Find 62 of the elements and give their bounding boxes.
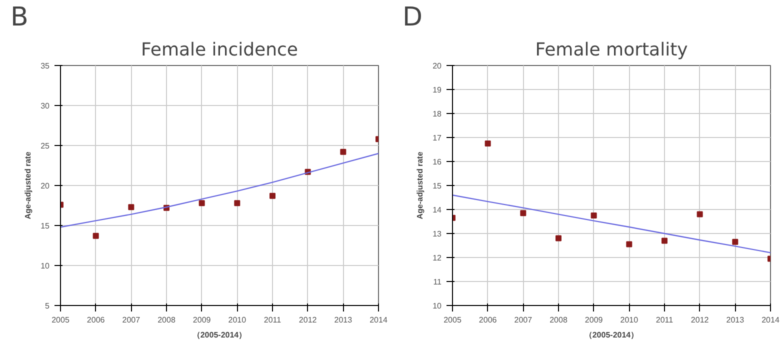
y-tick-label: 25 <box>40 142 50 150</box>
y-tick-label: 13 <box>432 230 442 238</box>
x-tick-label: 2014 <box>370 316 388 324</box>
x-tick-label: 2009 <box>584 316 604 324</box>
y-tick-label: 11 <box>433 278 442 286</box>
y-tick-label: 20 <box>432 62 442 70</box>
x-tick-label: 2005 <box>444 316 462 324</box>
x-tick-label: 2014 <box>762 316 780 324</box>
point <box>340 148 346 155</box>
point <box>128 204 134 210</box>
y-tick-label: 17 <box>432 134 442 142</box>
y-tick-label: 15 <box>40 222 50 230</box>
line-series <box>60 152 378 228</box>
x-tick-label: 2008 <box>158 316 176 324</box>
y-tick-label: 19 <box>432 86 442 94</box>
x-axis-title: （2005-2014） <box>192 330 247 340</box>
point <box>590 212 597 218</box>
chart-title: Female mortality <box>535 40 688 60</box>
point <box>234 200 240 206</box>
point <box>732 238 738 245</box>
y-tick-label: 12 <box>432 254 442 262</box>
x-tick-label: 2007 <box>514 316 533 324</box>
y-tick-label: 10 <box>432 302 442 310</box>
x-tick-label: 2013 <box>334 316 353 324</box>
point <box>696 211 703 218</box>
point <box>520 210 526 216</box>
y-tick-label: 5 <box>45 302 50 310</box>
x-tick-label: 2006 <box>86 316 106 324</box>
point <box>662 238 668 244</box>
x-tick-label: 2007 <box>122 316 141 324</box>
x-tick-label: 2012 <box>298 316 318 324</box>
x-tick-label: 2011 <box>656 316 674 324</box>
y-tick-label: 15 <box>432 182 442 190</box>
x-axis-title: （2005-2014） <box>584 330 639 340</box>
line-series <box>452 194 770 254</box>
text: D <box>402 2 423 32</box>
x-tick-label: 2010 <box>228 316 247 324</box>
y-tick-label: 20 <box>40 182 50 190</box>
y-axis-title: Age-adjusted rate <box>416 151 425 220</box>
x-tick-label: 2009 <box>192 316 212 324</box>
x-tick-label: 2005 <box>52 316 70 324</box>
y-tick-label: 10 <box>40 262 50 270</box>
text: B <box>10 2 28 32</box>
point <box>484 140 491 146</box>
y-tick-label: 16 <box>432 158 442 166</box>
point <box>92 232 99 239</box>
x-tick-label: 2006 <box>478 316 498 324</box>
x-tick-label: 2012 <box>690 316 710 324</box>
point <box>556 235 562 242</box>
x-tick-label: 2008 <box>550 316 568 324</box>
point <box>270 192 276 199</box>
chart-title: Female incidence <box>141 40 298 60</box>
y-tick-label: 18 <box>432 110 442 118</box>
y-tick-label: 30 <box>40 102 50 110</box>
point <box>626 241 632 248</box>
y-axis-title: Age-adjusted rate <box>24 151 33 220</box>
y-tick-label: 35 <box>40 62 50 70</box>
x-tick-label: 2011 <box>264 316 282 324</box>
y-tick-label: 14 <box>432 206 442 214</box>
x-tick-label: 2013 <box>726 316 745 324</box>
point <box>198 200 205 206</box>
x-tick-label: 2010 <box>620 316 639 324</box>
